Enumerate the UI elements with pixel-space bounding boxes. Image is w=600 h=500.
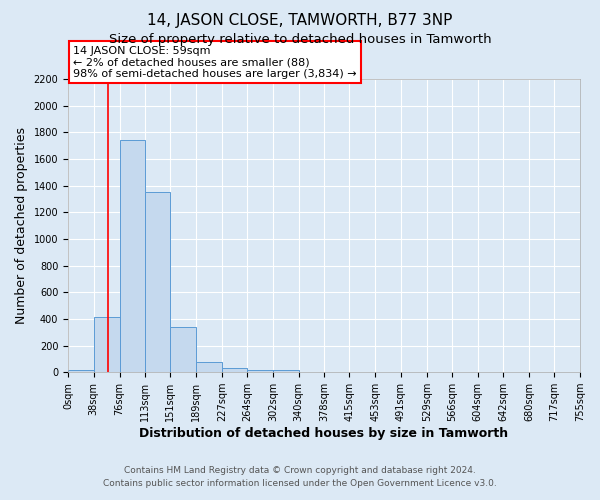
X-axis label: Distribution of detached houses by size in Tamworth: Distribution of detached houses by size … [139, 427, 509, 440]
Text: Contains public sector information licensed under the Open Government Licence v3: Contains public sector information licen… [103, 478, 497, 488]
Bar [68, 370, 94, 372]
Bar [94, 317, 119, 372]
Bar [119, 140, 145, 372]
Bar [273, 370, 299, 372]
Text: Contains HM Land Registry data © Crown copyright and database right 2024.: Contains HM Land Registry data © Crown c… [124, 466, 476, 475]
Text: 14, JASON CLOSE, TAMWORTH, B77 3NP: 14, JASON CLOSE, TAMWORTH, B77 3NP [148, 12, 452, 28]
Bar [247, 370, 273, 372]
Bar [145, 192, 170, 372]
Text: Size of property relative to detached houses in Tamworth: Size of property relative to detached ho… [109, 32, 491, 46]
Bar [196, 362, 222, 372]
Bar [170, 327, 196, 372]
Bar [222, 368, 247, 372]
Text: 14 JASON CLOSE: 59sqm
← 2% of detached houses are smaller (88)
98% of semi-detac: 14 JASON CLOSE: 59sqm ← 2% of detached h… [73, 46, 357, 79]
Y-axis label: Number of detached properties: Number of detached properties [15, 127, 28, 324]
